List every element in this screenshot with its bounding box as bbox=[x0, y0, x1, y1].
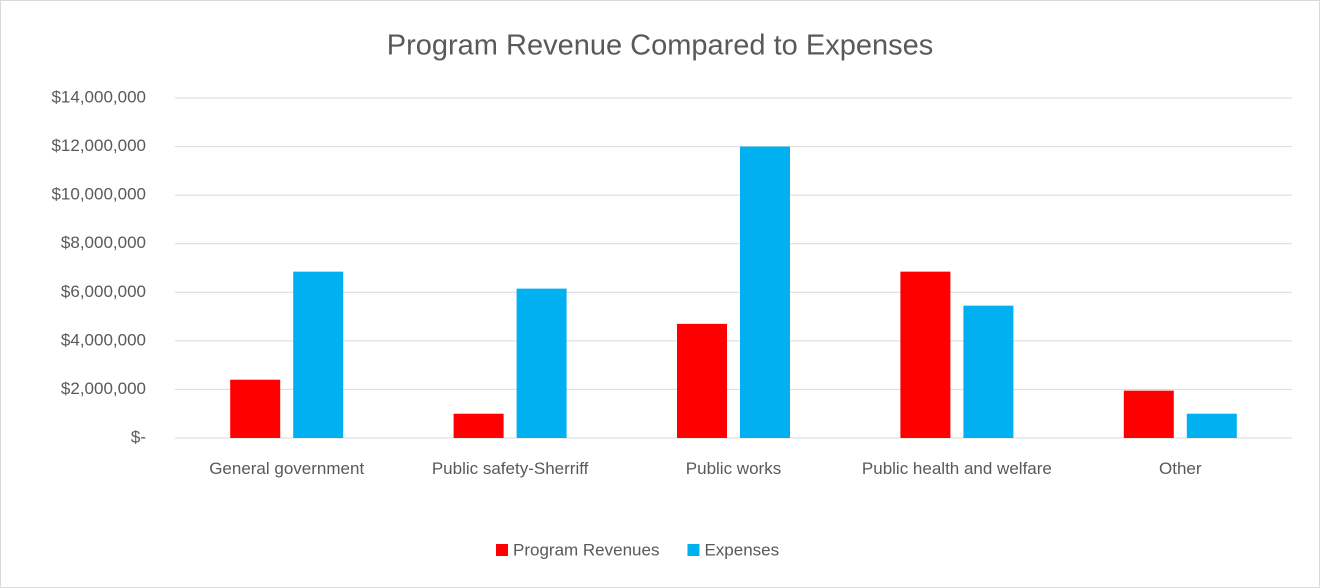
bar bbox=[1123, 390, 1174, 438]
legend-label: Program Revenues bbox=[513, 540, 659, 559]
legend-swatch bbox=[687, 544, 700, 556]
y-tick-label: $8,000,000 bbox=[61, 233, 146, 252]
y-tick-label: $2,000,000 bbox=[61, 379, 146, 398]
bar bbox=[677, 323, 727, 438]
legend-label: Expenses bbox=[704, 540, 779, 559]
legend-swatch bbox=[496, 544, 508, 556]
bar bbox=[293, 271, 344, 438]
bar bbox=[740, 146, 790, 439]
bar bbox=[900, 271, 951, 438]
bar bbox=[516, 288, 567, 438]
y-tick-label: $14,000,000 bbox=[51, 87, 146, 106]
x-tick-label: Public safety-Sherriff bbox=[431, 459, 589, 478]
bar bbox=[1186, 413, 1237, 438]
bar bbox=[230, 379, 281, 438]
x-tick-label: General government bbox=[209, 459, 365, 478]
y-tick-label: $- bbox=[131, 427, 146, 446]
bar bbox=[453, 413, 504, 438]
x-tick-label: Other bbox=[1159, 459, 1202, 478]
chart-title: Program Revenue Compared to Expenses bbox=[387, 30, 933, 62]
bar bbox=[963, 305, 1014, 438]
y-tick-label: $10,000,000 bbox=[51, 185, 146, 204]
y-tick-label: $4,000,000 bbox=[61, 330, 146, 349]
y-tick-label: $12,000,000 bbox=[51, 136, 146, 155]
x-tick-label: Public health and welfare bbox=[861, 459, 1052, 478]
x-tick-label: Public works bbox=[685, 459, 782, 478]
y-tick-label: $6,000,000 bbox=[61, 282, 146, 301]
